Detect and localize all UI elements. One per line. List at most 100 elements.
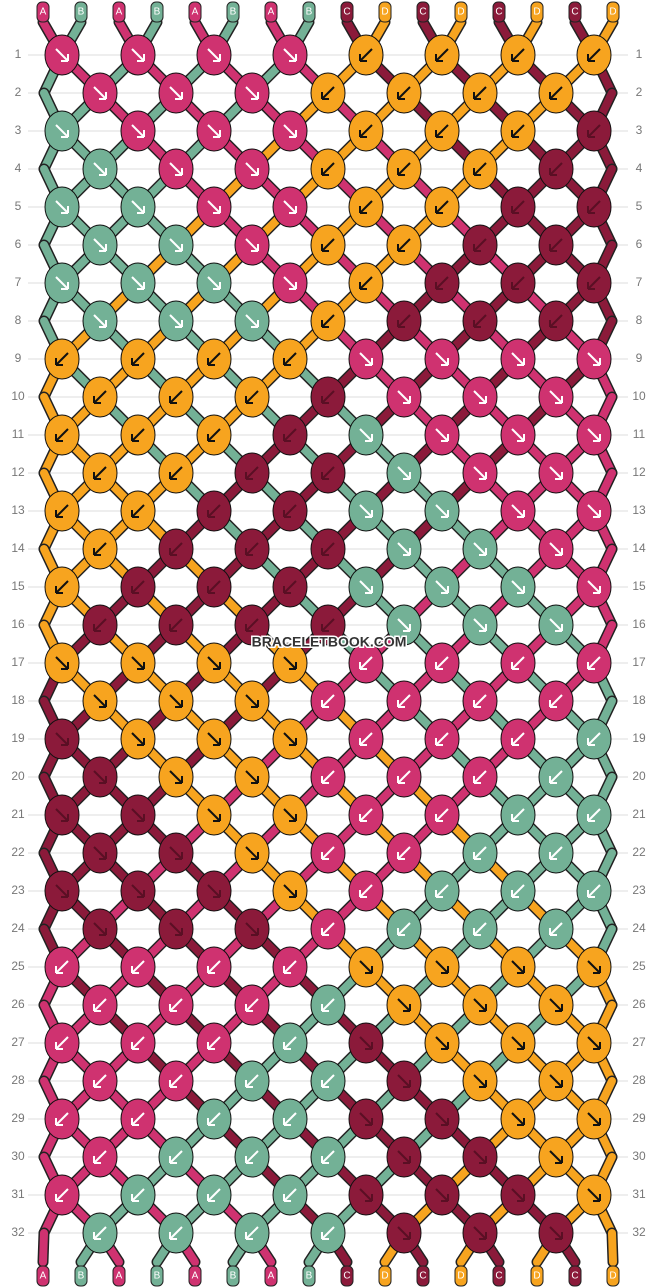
knot-arrow — [207, 504, 221, 518]
string-label: D — [609, 7, 616, 18]
string-tab — [606, 1, 620, 23]
string-tab — [150, 1, 164, 23]
knot-arrowhead — [587, 54, 595, 62]
knot-arrowhead — [137, 54, 145, 62]
knot-arrowhead — [61, 130, 69, 138]
knot-arrow — [321, 618, 335, 632]
knot-arrow — [93, 162, 107, 176]
row-number: 28 — [11, 1073, 25, 1087]
knot-arrowhead — [289, 738, 297, 746]
knot-arrowhead — [245, 624, 253, 632]
knots — [44, 34, 612, 1254]
knot-arrowhead — [321, 92, 329, 100]
knot-arrow — [359, 504, 373, 518]
knot-arrowhead — [479, 548, 487, 556]
row-number: 7 — [15, 275, 22, 289]
knot-arrowhead — [99, 168, 107, 176]
knot-arrow — [435, 124, 449, 138]
string-label: C — [495, 7, 502, 18]
knot-arrow — [245, 86, 259, 100]
knot-arrow — [207, 124, 221, 138]
knot-arrow — [93, 1150, 107, 1164]
knot-arrow — [55, 124, 69, 138]
knot-arrow — [169, 1150, 183, 1164]
knot-arrowhead — [441, 358, 449, 366]
knot-arrowhead — [473, 320, 481, 328]
knot-arrow — [549, 542, 563, 556]
knot-arrowhead — [511, 662, 519, 670]
knot-arrow — [473, 314, 487, 328]
knot-arrow — [511, 124, 525, 138]
knot-arrow — [511, 200, 525, 214]
knot-arrow — [549, 1074, 563, 1088]
row-number: 21 — [11, 807, 25, 821]
knot-arrow — [283, 48, 297, 62]
knot-arrowhead — [549, 776, 557, 784]
knot-arrowhead — [137, 662, 145, 670]
knot-arrow — [283, 1036, 297, 1050]
knot-arrowhead — [99, 928, 107, 936]
knot-arrow — [397, 1074, 411, 1088]
knot-arrowhead — [99, 320, 107, 328]
knot-arrow — [511, 960, 525, 974]
knot-arrow — [169, 694, 183, 708]
knot-arrow — [473, 998, 487, 1012]
knot-arrow — [93, 998, 107, 1012]
knot-arrowhead — [587, 130, 595, 138]
string-label: D — [381, 1271, 388, 1282]
knot-arrow — [321, 846, 335, 860]
knot-arrowhead — [555, 396, 563, 404]
knot-arrow — [207, 1036, 221, 1050]
knot-arrow — [587, 656, 601, 670]
knot-arrowhead — [169, 396, 177, 404]
knot-arrowhead — [93, 548, 101, 556]
knot-arrowhead — [175, 776, 183, 784]
knot-arrowhead — [511, 738, 519, 746]
knot-arrowhead — [517, 966, 525, 974]
knot-arrow — [511, 276, 525, 290]
knot-arrowhead — [321, 1080, 329, 1088]
knot-arrowhead — [587, 738, 595, 746]
knot-arrowhead — [289, 282, 297, 290]
knot-arrowhead — [99, 244, 107, 252]
knot-arrowhead — [593, 1118, 601, 1126]
row-number: 9 — [636, 351, 643, 365]
knot-arrow — [321, 162, 335, 176]
knot-arrow — [321, 770, 335, 784]
knot-arrowhead — [207, 1042, 215, 1050]
knot-arrow — [435, 276, 449, 290]
knot-arrow — [397, 238, 411, 252]
knot-arrowhead — [587, 890, 595, 898]
row-number: 4 — [15, 161, 22, 175]
knot-arrowhead — [321, 1156, 329, 1164]
knot-arrow — [207, 48, 221, 62]
knot-arrowhead — [435, 206, 443, 214]
knot-arrowhead — [321, 244, 329, 252]
knot-arrow — [283, 960, 297, 974]
string-label: B — [306, 1271, 313, 1282]
knot-arrowhead — [397, 700, 405, 708]
row-number: 28 — [632, 1073, 646, 1087]
string-label: C — [419, 7, 426, 18]
knot-arrow — [511, 580, 525, 594]
knot-arrowhead — [213, 890, 221, 898]
knot-arrowhead — [289, 662, 297, 670]
row-number: 26 — [632, 997, 646, 1011]
knot-arrowhead — [473, 700, 481, 708]
knot-arrowhead — [321, 1232, 329, 1240]
knot-arrow — [283, 200, 297, 214]
knot-arrowhead — [289, 890, 297, 898]
knot-arrowhead — [435, 662, 443, 670]
knot-arrow — [511, 808, 525, 822]
knot-arrowhead — [169, 548, 177, 556]
knot-arrowhead — [517, 358, 525, 366]
knot-arrow — [435, 48, 449, 62]
knot-arrow — [435, 808, 449, 822]
knot-arrowhead — [213, 130, 221, 138]
row-number: 15 — [632, 579, 646, 593]
knot-arrowhead — [61, 738, 69, 746]
string-tab — [226, 1, 240, 23]
knot-arrow — [397, 998, 411, 1012]
knot-arrowhead — [131, 966, 139, 974]
